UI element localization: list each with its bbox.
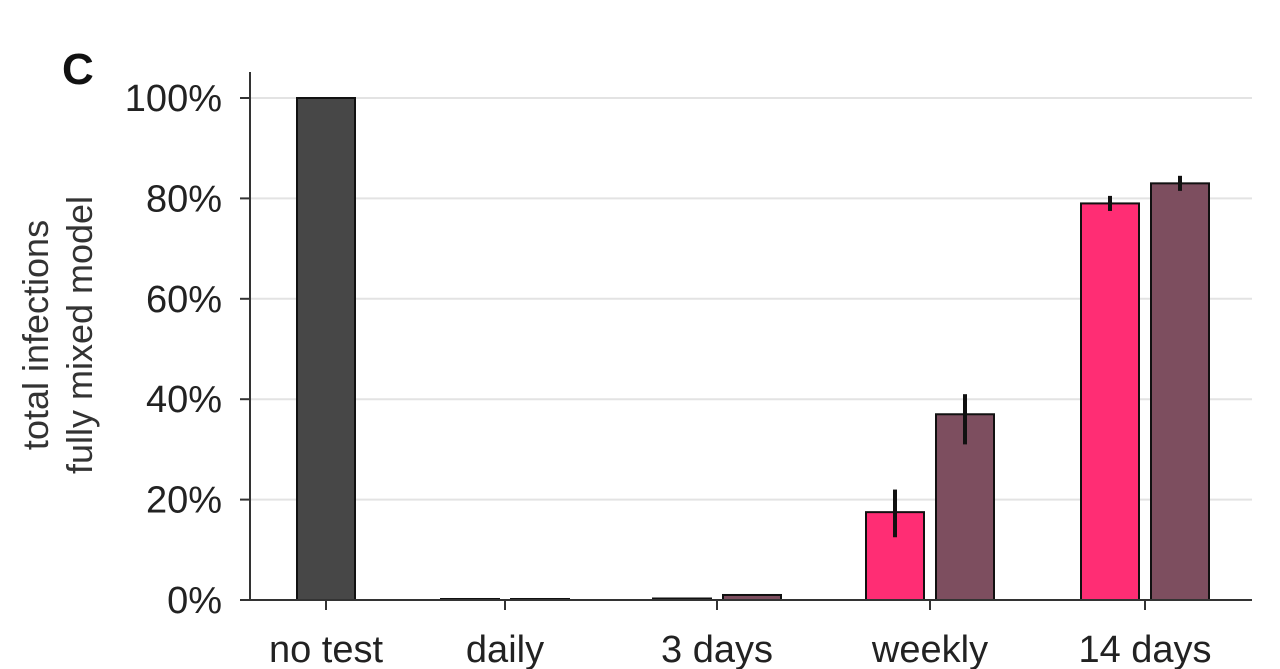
- bar-series-2-14-days: [1150, 182, 1210, 601]
- y-axis-title-line-2: fully mixed model: [59, 196, 100, 474]
- y-tick-label: 60%: [146, 279, 222, 321]
- x-tick-label: 14 days: [1078, 629, 1211, 669]
- y-tick-label: 0%: [167, 580, 222, 622]
- panel-label: C: [62, 45, 94, 94]
- axes: 0% 20% 40% 60% 80% 100% no test daily 3 days week…: [125, 72, 1252, 669]
- bar-series-1-14-days: [1080, 202, 1140, 601]
- x-tick-label: daily: [466, 629, 544, 669]
- y-tick-label: 20%: [146, 480, 222, 522]
- y-tick-label: 40%: [146, 379, 222, 421]
- bar-no-test: [296, 97, 356, 601]
- y-tick-label: 100%: [125, 78, 222, 120]
- x-tick-label: 3 days: [661, 629, 773, 669]
- x-tick-label: no test: [269, 629, 384, 669]
- y-axis-title-line-1: total infections: [15, 220, 56, 450]
- bars: [296, 97, 1210, 602]
- x-tick-label: weekly: [871, 629, 988, 669]
- y-tick-label: 80%: [146, 178, 222, 220]
